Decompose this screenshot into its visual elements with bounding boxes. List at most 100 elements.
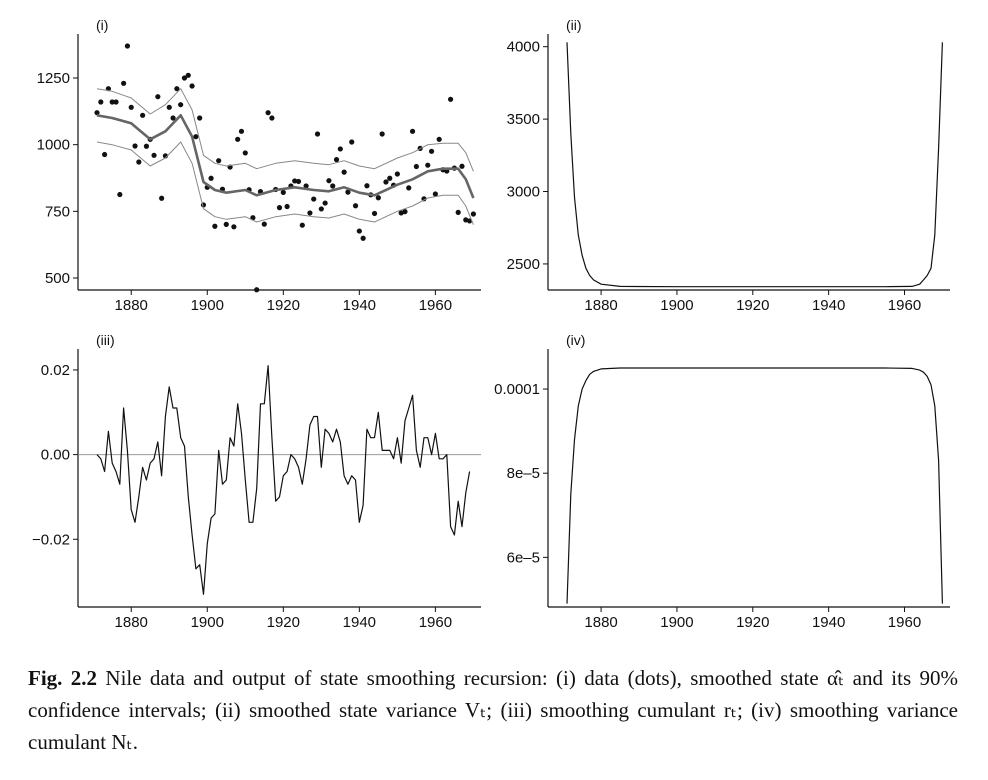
y-tick-label: 750 <box>45 203 70 220</box>
data-point <box>413 163 419 170</box>
data-point <box>261 221 267 227</box>
y-tick-label: 3500 <box>507 111 540 128</box>
y-tick-label: 500 <box>45 270 70 287</box>
data-point <box>128 104 134 110</box>
y-tick-label: 0.0001 <box>494 381 540 398</box>
data-point <box>299 222 305 228</box>
data-point <box>197 115 203 121</box>
panel-label: (iv) <box>566 332 585 348</box>
y-tick-label: 1250 <box>37 70 70 87</box>
data-point <box>428 148 435 154</box>
x-tick-label: 1920 <box>267 614 300 631</box>
x-tick-label: 1880 <box>584 297 617 314</box>
data-point <box>170 115 176 121</box>
data-point <box>337 146 343 152</box>
data-point <box>132 143 138 149</box>
data-point <box>402 209 408 215</box>
x-tick-label: 1960 <box>888 614 921 631</box>
data-point <box>208 175 214 181</box>
data-point <box>109 99 115 105</box>
data-point <box>425 162 431 168</box>
data-point <box>432 191 438 197</box>
panel-ii: (ii) 1880 1900 1920 1940 1960 2500 3000 3500 4000 <box>507 17 950 314</box>
data-point <box>269 115 275 121</box>
data-point <box>345 189 351 195</box>
caption-text: Nile data and output of state smoothing … <box>28 666 959 754</box>
data-point <box>352 203 359 209</box>
data-point <box>121 80 127 86</box>
y-tick-label: 2500 <box>507 256 540 273</box>
data-point <box>102 151 108 158</box>
data-point <box>276 205 283 211</box>
data-point <box>159 195 165 201</box>
x-tick-label: 1880 <box>115 297 148 314</box>
data-point <box>98 99 104 105</box>
panel-i: (i) 1880 1900 1920 1940 1960 500 750 1000 1250 <box>37 17 481 314</box>
data-point <box>140 112 146 118</box>
x-tick-label: 1900 <box>191 614 224 631</box>
data-point <box>178 102 184 108</box>
data-point <box>280 189 286 195</box>
x-tick-label: 1960 <box>888 297 921 314</box>
data-point <box>231 224 237 230</box>
data-point <box>250 215 256 221</box>
data-point <box>455 209 461 215</box>
data-point <box>292 178 298 184</box>
data-point <box>341 169 347 175</box>
data-point <box>265 110 271 116</box>
data-point <box>349 139 355 145</box>
x-tick-label: 1940 <box>343 614 376 631</box>
data-point <box>143 143 150 149</box>
x-tick-label: 1880 <box>115 614 148 631</box>
data-point <box>333 157 340 163</box>
y-tick-label: −0.02 <box>32 531 70 548</box>
x-tick-label: 1900 <box>191 297 224 314</box>
figure-caption: Fig. 2.2 Nile data and output of state s… <box>28 662 958 758</box>
panel-label: (ii) <box>566 17 582 33</box>
panel-label: (iii) <box>96 332 115 348</box>
upper-confidence-line <box>96 88 474 172</box>
data-point <box>330 183 336 189</box>
y-tick-label: 0.00 <box>41 447 70 464</box>
y-tick-label: 1000 <box>37 137 70 154</box>
x-tick-label: 1900 <box>660 297 693 314</box>
data-point <box>326 178 332 184</box>
y-tick-label: 4000 <box>507 39 540 56</box>
x-tick-label: 1960 <box>419 297 452 314</box>
y-tick-label: 8e–5 <box>507 465 540 482</box>
data-point <box>436 136 442 142</box>
series-line <box>566 367 943 604</box>
data-point <box>166 104 172 110</box>
x-tick-label: 1920 <box>736 614 769 631</box>
data-point <box>242 150 248 156</box>
panel-iv: (iv) 1880 1900 1920 1940 1960 6e–5 8e–5 0.0001 <box>494 332 950 631</box>
panel-label: (i) <box>96 17 108 33</box>
data-point <box>295 178 302 185</box>
y-tick-label: 3000 <box>507 184 540 201</box>
data-point <box>470 211 476 217</box>
data-point <box>421 196 427 202</box>
y-tick-label: 6e–5 <box>507 549 540 566</box>
panel-iii: (iii) 1880 1900 1920 1940 1960 −0.02 0.00 0.02 <box>32 332 481 631</box>
data-point <box>189 83 195 89</box>
data-point <box>113 99 119 105</box>
x-tick-label: 1920 <box>267 297 300 314</box>
smoothed-state-line <box>96 114 475 199</box>
x-tick-label: 1900 <box>660 614 693 631</box>
series-line <box>96 365 471 595</box>
data-point <box>379 131 385 137</box>
data-point <box>322 200 328 206</box>
data-point <box>117 191 123 198</box>
data-point <box>216 158 222 164</box>
x-tick-label: 1920 <box>736 297 769 314</box>
data-point <box>185 72 191 78</box>
data-point <box>303 183 309 189</box>
data-point <box>223 221 229 227</box>
data-point <box>212 223 218 229</box>
y-tick-label: 0.02 <box>41 362 70 379</box>
data-point <box>314 131 321 137</box>
data-point <box>447 96 454 102</box>
series-line <box>566 42 943 288</box>
figure-panels: (i) 1880 1900 1920 1940 1960 500 750 1000 1250 (i… <box>32 17 950 631</box>
data-point <box>151 152 157 158</box>
